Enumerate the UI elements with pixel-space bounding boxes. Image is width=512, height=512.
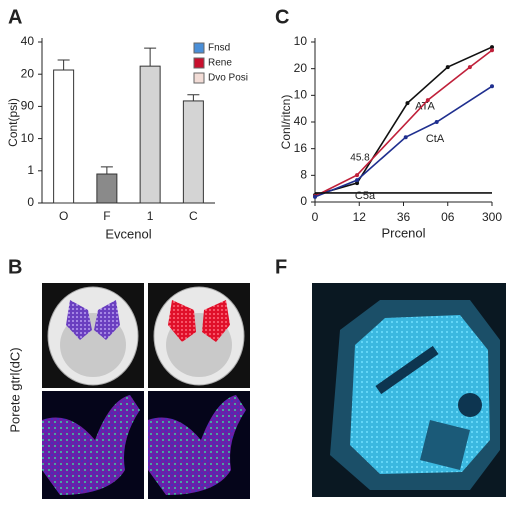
- x-tick-label: 12: [353, 210, 367, 224]
- error-bar: [57, 59, 70, 71]
- x-tick-label: 1: [147, 209, 154, 223]
- x-tick-label: 300: [482, 210, 502, 224]
- y-tick-label: 10: [21, 131, 35, 145]
- y-tick-label: 90: [21, 99, 35, 113]
- y-tick-label: 40: [294, 114, 308, 128]
- bar: [53, 69, 75, 204]
- point: [490, 45, 494, 50]
- point: [355, 181, 360, 186]
- panel-label: F: [275, 256, 287, 278]
- point: [313, 194, 317, 199]
- y-tick-label: 20: [294, 61, 308, 75]
- y-tick-label: 8: [300, 168, 307, 182]
- y-tick-label: 0: [27, 195, 34, 209]
- point: [425, 98, 430, 103]
- error-bar: [187, 94, 200, 101]
- point: [403, 135, 408, 140]
- error-bar: [144, 47, 157, 67]
- y-tick-label: 20: [21, 66, 35, 80]
- y-tick-label: 16: [294, 141, 308, 155]
- panel-label: B: [8, 256, 22, 278]
- point: [490, 48, 494, 53]
- y-tick-label: 1: [27, 163, 34, 177]
- y-axis-label: Cont(psi): [6, 98, 20, 147]
- legend-swatch: [193, 72, 205, 84]
- x-tick-label: 06: [441, 210, 455, 224]
- x-tick-label: C: [189, 209, 198, 223]
- bar: [139, 65, 161, 204]
- legend-swatch: [193, 42, 205, 54]
- y-axis-label: Conl/ritcn): [279, 95, 293, 150]
- error-bar: [100, 166, 113, 175]
- x-tick-label: 36: [397, 210, 411, 224]
- bar: [182, 100, 204, 204]
- bar: [96, 173, 118, 204]
- legend-label: Rene: [208, 58, 232, 69]
- y-tick-label: 40: [21, 34, 35, 48]
- brain-images: [42, 283, 250, 499]
- y-tick-label: 10: [294, 88, 308, 102]
- annotation: 45.8: [350, 153, 370, 164]
- panel-label: A: [8, 6, 22, 28]
- x-axis-label: Prcenol: [381, 225, 425, 240]
- series-label: C5a: [355, 190, 376, 202]
- x-tick-label: O: [59, 209, 68, 223]
- point: [355, 173, 360, 178]
- x-tick-label: F: [103, 209, 110, 223]
- point: [355, 178, 360, 183]
- point: [445, 65, 450, 70]
- point: [467, 65, 472, 70]
- line: [314, 85, 493, 198]
- line: [314, 46, 493, 196]
- point: [490, 84, 494, 89]
- scan-image: [312, 283, 506, 497]
- y-tick-label: 0: [300, 194, 307, 208]
- line: [314, 49, 493, 197]
- point: [434, 120, 439, 124]
- x-tick-label: 0: [312, 210, 319, 224]
- y-tick-label: 10: [294, 34, 308, 48]
- y-axis-label: Porete gtrl(dC): [7, 347, 22, 432]
- panel-label: C: [275, 6, 289, 28]
- point: [405, 101, 410, 106]
- legend-label: Dvo Posi: [208, 73, 248, 84]
- series-label: CtA: [426, 133, 445, 145]
- x-axis-label: Evcenol: [105, 226, 151, 241]
- legend-swatch: [193, 57, 205, 69]
- legend-label: Fnsd: [208, 43, 230, 54]
